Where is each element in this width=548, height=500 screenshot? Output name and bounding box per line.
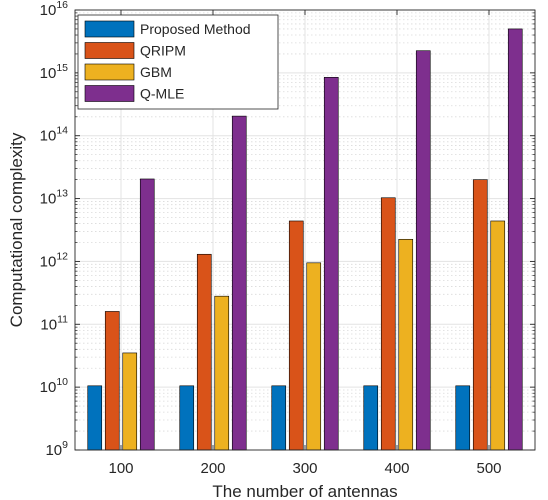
bar-gbm-100 [122, 352, 138, 451]
legend-label: Proposed Method [140, 21, 251, 37]
y-axis-label: Computational complexity [7, 132, 26, 327]
y-tick-label: 1014 [40, 125, 69, 145]
x-tick-label: 100 [108, 460, 133, 477]
y-tick-label: 109 [45, 439, 68, 459]
x-tick-labels: 100 200 300 400 500 [108, 460, 501, 477]
y-tick-label: 1013 [40, 188, 69, 208]
bar-qripm-100 [104, 311, 120, 451]
legend-swatch [84, 20, 135, 38]
y-tick-exponent: 16 [56, 0, 68, 11]
y-tick-base: 10 [40, 2, 57, 19]
y-tick-base: 10 [40, 253, 57, 270]
bar-proposed-method-100 [87, 385, 103, 451]
legend-label: Q-MLE [140, 86, 184, 102]
x-tick-label: 300 [292, 460, 317, 477]
bar-q-mle-300 [323, 76, 339, 451]
legend-label: GBM [140, 64, 172, 80]
x-axis-label: The number of antennas [212, 482, 397, 500]
y-tick-label: 1012 [40, 250, 69, 270]
y-tick-base: 10 [40, 128, 57, 145]
x-tick-label: 500 [476, 460, 501, 477]
bar-qripm-500 [472, 179, 488, 451]
bar-proposed-method-400 [363, 385, 379, 451]
bar-q-mle-200 [231, 115, 247, 451]
y-tick-exponent: 15 [56, 62, 68, 74]
bar-proposed-method-500 [455, 385, 471, 451]
x-tick-label: 200 [200, 460, 225, 477]
bar-qripm-300 [288, 220, 304, 451]
x-tick-label: 400 [384, 460, 409, 477]
bar-q-mle-500 [507, 28, 523, 451]
axes-group [74, 9, 536, 451]
legend-swatch [84, 85, 135, 102]
bar-gbm-300 [306, 262, 322, 451]
legend-swatch [84, 63, 135, 81]
legend: Proposed Method QRIPM GBM Q-MLE [77, 14, 279, 110]
bar-qripm-200 [196, 253, 212, 451]
y-tick-exponent: 14 [56, 125, 68, 137]
bars-group [87, 28, 523, 451]
legend-label: QRIPM [140, 43, 186, 59]
bar-q-mle-100 [139, 178, 155, 451]
y-tick-exponent: 12 [56, 250, 68, 262]
y-tick-label: 1010 [40, 376, 69, 396]
y-tick-exponent: 9 [62, 439, 68, 451]
legend-swatch [84, 42, 135, 59]
y-tick-exponent: 13 [56, 188, 68, 200]
y-tick-base: 10 [40, 191, 57, 208]
bar-proposed-method-200 [179, 385, 195, 451]
y-tick-base: 10 [40, 65, 57, 82]
bar-proposed-method-300 [271, 385, 287, 451]
bar-q-mle-400 [415, 50, 431, 451]
bar-gbm-500 [490, 220, 506, 451]
y-tick-exponent: 10 [56, 376, 68, 388]
y-tick-label: 1011 [40, 313, 68, 333]
y-tick-exponent: 11 [57, 313, 68, 325]
y-tick-label: 1015 [40, 62, 69, 82]
bar-gbm-200 [214, 295, 230, 451]
bar-gbm-400 [398, 238, 414, 451]
y-tick-base: 10 [40, 379, 57, 396]
bar-qripm-400 [380, 197, 396, 451]
y-tick-label: 1016 [40, 0, 69, 19]
y-tick-base: 10 [40, 316, 57, 333]
y-tick-base: 10 [45, 442, 62, 459]
